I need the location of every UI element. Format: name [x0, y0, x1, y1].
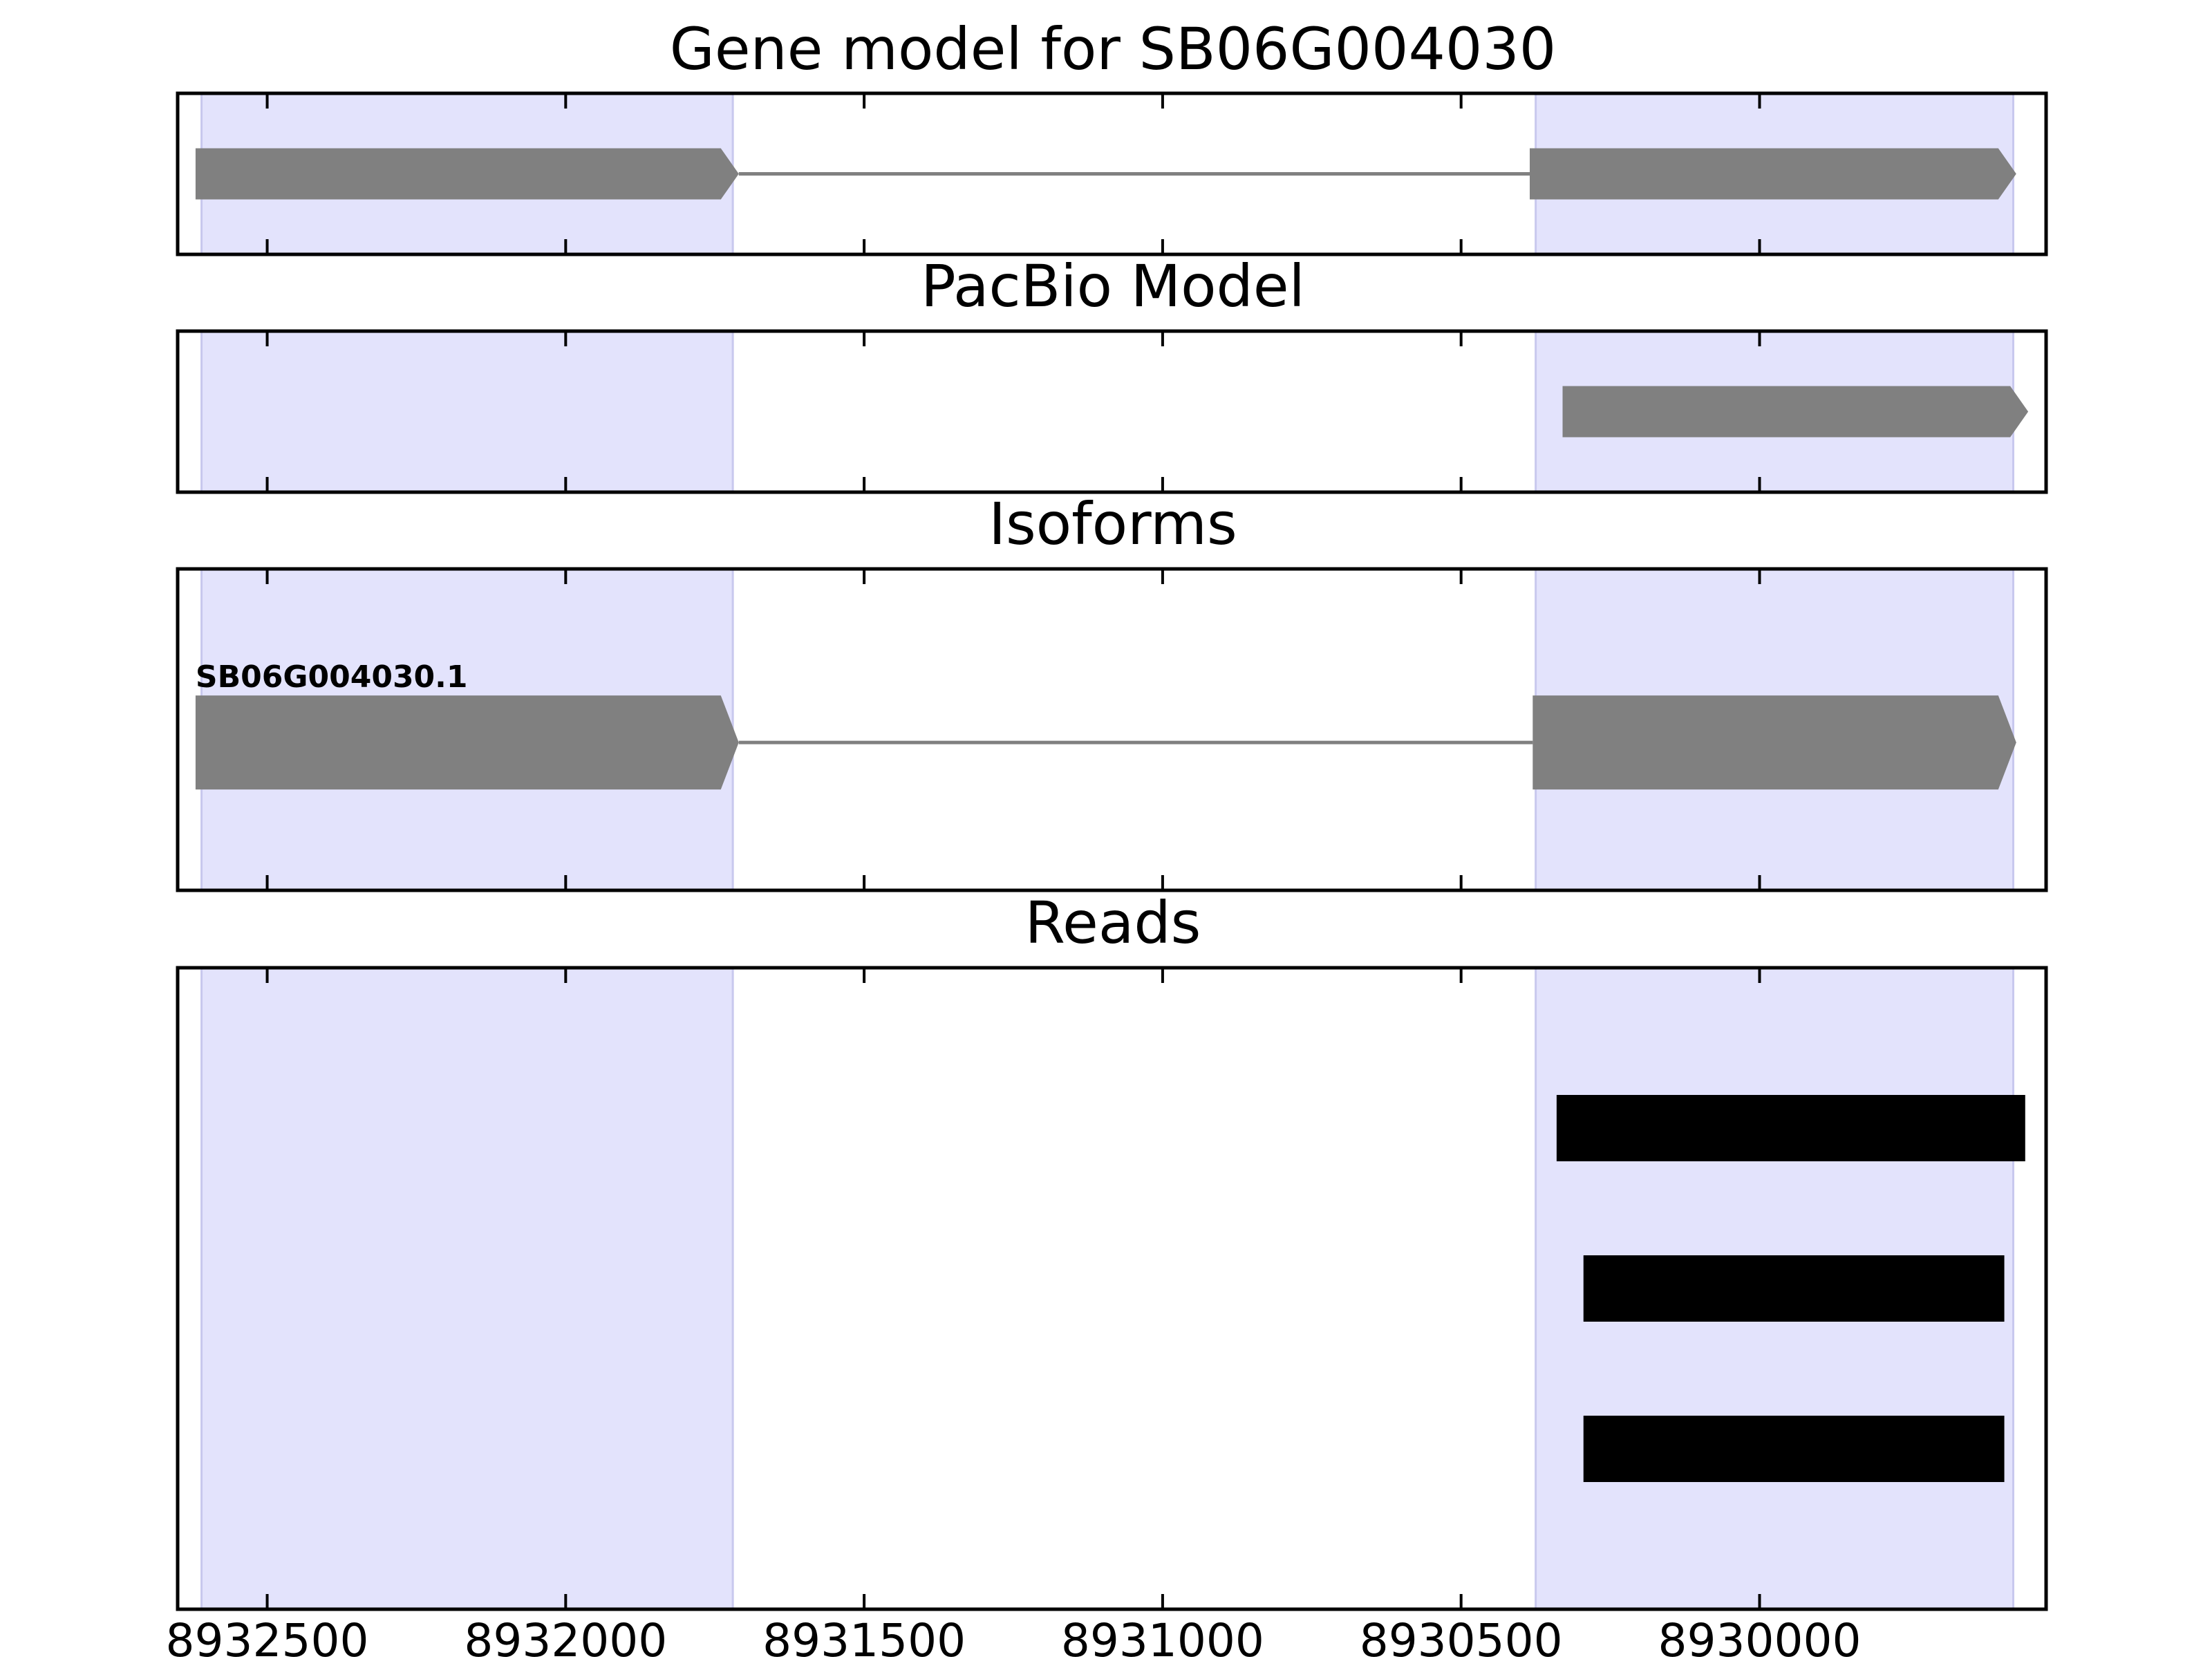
panel-title-reads: Reads — [1025, 889, 1201, 957]
panel-frame-isoforms — [176, 567, 2048, 892]
x-axis: 8932500 8932000 8931500 8931000 8930500 89300… — [166, 1614, 1862, 1659]
panel-isoforms: SB06G004030.1 — [176, 567, 2048, 892]
x-tick-label-2: 8932000 — [464, 1614, 667, 1659]
shaded-region-1 — [201, 331, 733, 492]
shaded-region-1 — [201, 968, 733, 1609]
x-tick-label-6: 8930000 — [1658, 1614, 1862, 1659]
exon-2 — [1533, 695, 2016, 790]
exon-1 — [1562, 386, 2029, 438]
x-tick-label-4: 8931000 — [1061, 1614, 1264, 1659]
exon-1 — [195, 148, 739, 200]
read-bar-2 — [1583, 1255, 2005, 1322]
panel-title-pacbio-model: PacBio Model — [921, 252, 1305, 320]
panel-reads — [176, 966, 2048, 1611]
panel-pacbio-model — [176, 329, 2048, 494]
read-bar-3 — [1583, 1416, 2005, 1482]
x-tick-label-3: 8931500 — [762, 1614, 966, 1659]
x-tick-label-5: 8930500 — [1360, 1614, 1563, 1659]
panels-layer: SB06G004030.1 — [176, 91, 2048, 1611]
panel-title-isoforms: Isoforms — [988, 490, 1237, 558]
read-bar-1 — [1556, 1095, 2025, 1161]
panel-gene-model — [176, 91, 2048, 256]
panel-frame-gene-model — [176, 91, 2048, 256]
isoform-label: SB06G004030.1 — [196, 659, 468, 695]
exon-2 — [1530, 148, 2016, 200]
panel-title-gene-model: Gene model for SB06G004030 — [670, 15, 1556, 83]
panel-frame-reads — [176, 966, 2048, 1611]
exon-1 — [195, 695, 739, 790]
panel-frame-pacbio-model — [176, 329, 2048, 494]
x-tick-label-1: 8932500 — [166, 1614, 369, 1659]
